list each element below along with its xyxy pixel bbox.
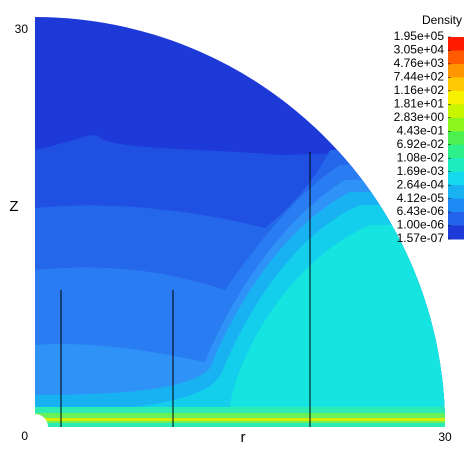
colorbar-tick-label: 1.95e+05	[394, 29, 445, 43]
y-tick-label: 30	[15, 22, 29, 36]
colorbar-band	[448, 104, 464, 119]
contour-band	[230, 225, 445, 427]
colorbar-tick-label: 2.64e-04	[397, 177, 445, 191]
colorbar-tick-label: 4.43e-01	[397, 123, 445, 137]
colorbar-tick-label: 1.08e-02	[397, 150, 445, 164]
colorbar-band	[448, 50, 464, 65]
streamlines	[60, 152, 311, 427]
colorbar-band	[448, 225, 464, 240]
colorbar-title: Density	[422, 13, 462, 27]
colorbar-band	[448, 117, 464, 132]
colorbar-tick-label: 3.05e+04	[394, 43, 445, 57]
colorbar-band	[448, 212, 464, 227]
colorbar-tick-label: 1.57e-07	[397, 231, 445, 245]
colorbar-tick-label: 1.16e+02	[394, 83, 445, 97]
colorbar-tick-label: 7.44e+02	[394, 70, 445, 84]
colorbar-band	[448, 185, 464, 200]
colorbar-tick-label: 1.00e-06	[397, 218, 445, 232]
colorbar-tick-label: 4.76e+03	[394, 56, 445, 70]
colorbar-band	[448, 131, 464, 146]
contour-field	[35, 17, 445, 427]
colorbar-band	[448, 90, 464, 105]
y-tick-label: 0	[21, 429, 28, 443]
colorbar-band	[448, 144, 464, 159]
inner-boundary	[35, 414, 48, 427]
colorbar-tick-label: 1.81e+01	[394, 97, 445, 111]
colorbar-tick-label: 4.12e-05	[397, 191, 445, 205]
colorbar-tick-label: 6.92e-02	[397, 137, 445, 151]
colorbar-tick-label: 6.43e-06	[397, 204, 445, 218]
colorbar-band	[448, 77, 464, 92]
colorbar-band	[448, 171, 464, 186]
y-axis-label: Z	[9, 198, 18, 215]
x-tick-label: 30	[438, 430, 452, 444]
x-axis-label: r	[241, 429, 246, 446]
contour-band	[35, 418, 445, 421]
colorbar-band	[448, 158, 464, 173]
colorbar-tick-label: 1.69e-03	[397, 164, 445, 178]
colorbar-band	[448, 63, 464, 78]
colorbar-band	[448, 198, 464, 213]
colorbar-band	[448, 37, 464, 51]
colorbar-tick-label: 2.83e+00	[394, 110, 445, 124]
